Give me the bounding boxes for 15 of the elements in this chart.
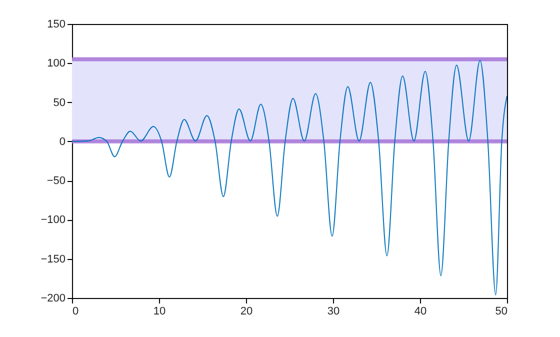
y-tick-label: 0	[59, 136, 66, 148]
x-tick-label: 40	[414, 306, 427, 318]
y-tick-label: −150	[40, 253, 66, 266]
y-tick-label: −100	[40, 214, 66, 226]
y-tick-label: 150	[47, 18, 66, 30]
x-tick-label: 10	[153, 306, 166, 318]
x-tick-label: 0	[72, 306, 79, 318]
y-tick-label: −50	[46, 175, 66, 188]
y-tick-label: 100	[47, 58, 66, 70]
line-series	[72, 60, 507, 296]
x-tick-label: 30	[327, 306, 340, 318]
y-tick-label: −200	[40, 292, 66, 304]
y-tick-label: 50	[53, 96, 66, 109]
x-tick-label: 20	[240, 306, 253, 318]
x-tick-label: 50	[495, 306, 508, 318]
